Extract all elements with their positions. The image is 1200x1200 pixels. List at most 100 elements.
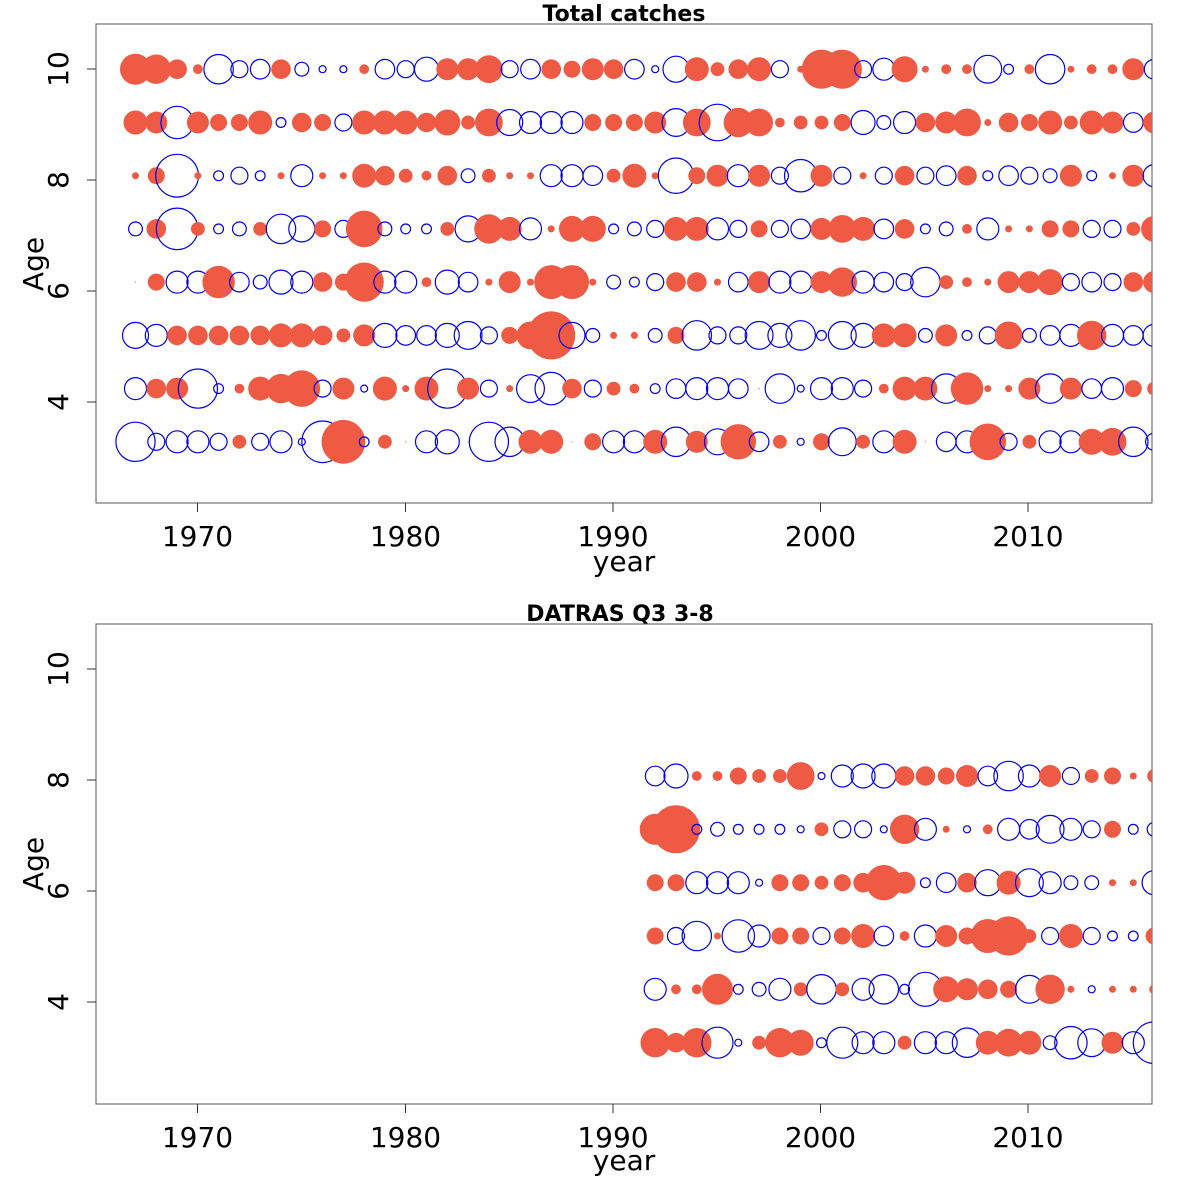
residual-bubble-age6-2013 <box>1081 271 1103 293</box>
residual-bubble-age7-1991 <box>626 221 642 237</box>
residual-bubble-age4-2005 <box>913 376 938 401</box>
residual-bubble-age7-2010 <box>1019 818 1040 840</box>
residual-bubble-age4-1996 <box>732 983 744 995</box>
residual-bubble-age4-1972 <box>234 383 245 394</box>
residual-bubble-age6-1999 <box>789 270 813 294</box>
residual-bubble-age9-2000 <box>814 115 829 130</box>
residual-bubble-age3-1970 <box>186 430 210 454</box>
residual-bubble-age7-2013 <box>1082 820 1101 839</box>
residual-bubble-age10-2009 <box>1003 63 1015 75</box>
residual-bubble-age3-2009 <box>994 1028 1023 1057</box>
residual-bubble-age5-2016 <box>1142 323 1152 347</box>
residual-bubble-age8-1976 <box>319 172 327 180</box>
residual-bubble-age6-1976 <box>312 272 333 292</box>
residual-bubble-age3-2013 <box>1077 1028 1107 1058</box>
residual-bubble-age8-1989 <box>582 165 604 187</box>
residual-bubble-age3-2000 <box>813 433 830 451</box>
residual-bubble-age3-2004 <box>892 429 917 454</box>
residual-bubble-age8-2014 <box>1109 172 1116 180</box>
residual-bubble-age8-1995 <box>712 771 723 781</box>
residual-bubble-age3-1996 <box>720 424 756 460</box>
residual-bubble-age7-1985 <box>497 216 522 241</box>
residual-bubble-age7-2015 <box>1126 222 1141 236</box>
residual-bubble-age6-1995 <box>714 278 721 286</box>
residual-bubble-age3-1998 <box>773 434 787 449</box>
residual-bubble-age3-2001 <box>827 427 857 457</box>
residual-bubble-age4-2015 <box>1124 380 1142 398</box>
residual-bubble-age6-2010 <box>1018 271 1041 294</box>
x-tick-label: 1990 <box>577 1121 648 1154</box>
x-tick-label: 1970 <box>162 1121 233 1154</box>
residual-bubble-age8-2008 <box>982 170 994 182</box>
residual-bubble-age7-1996 <box>729 219 748 238</box>
residual-bubble-age3-1993 <box>666 1032 686 1053</box>
residual-bubble-age8-2011 <box>1039 765 1062 787</box>
y-tick-label: 4 <box>42 393 75 411</box>
residual-bubble-age3-2008 <box>975 1030 1000 1055</box>
residual-bubble-age6-2004 <box>893 871 916 894</box>
residual-bubble-age8-1995 <box>706 164 729 187</box>
residual-bubble-age7-2008 <box>976 217 1000 241</box>
residual-bubble-age4-2008 <box>978 979 998 1000</box>
residual-bubble-age5-2015 <box>1127 930 1139 942</box>
residual-bubble-age6-1997 <box>754 878 764 887</box>
residual-bubble-age6-1986 <box>527 278 534 286</box>
plot-frame <box>95 623 1153 1105</box>
residual-bubble-age10-1984 <box>475 55 503 84</box>
residual-bubble-age5-1998 <box>771 927 789 945</box>
residual-bubble-age9-1981 <box>416 112 437 133</box>
residual-bubble-age5-2000 <box>815 329 827 341</box>
residual-bubble-age5-2005 <box>917 327 933 343</box>
residual-bubble-age9-1984 <box>475 108 503 137</box>
residual-bubble-age7-1999 <box>790 218 812 240</box>
residual-bubble-age6-2012 <box>1061 273 1081 292</box>
residual-bubble-age7-2016 <box>1146 822 1152 837</box>
residual-bubble-age8-2008 <box>977 765 999 787</box>
residual-bubble-age6-2005 <box>910 266 941 298</box>
residual-bubble-age7-1990 <box>608 223 620 235</box>
residual-bubble-age5-2004 <box>892 323 917 348</box>
x-tick-label: 1980 <box>370 520 441 553</box>
residual-bubble-age4-1975 <box>283 370 321 407</box>
residual-bubble-age6-2007 <box>962 277 972 287</box>
residual-bubble-age9-1968 <box>145 111 168 134</box>
residual-bubble-age7-2009 <box>1005 225 1013 233</box>
residual-bubble-age10-1973 <box>249 58 271 80</box>
residual-bubble-age3-1999 <box>796 437 805 446</box>
residual-bubble-age4-1985 <box>506 385 514 393</box>
residual-bubble-age8-2007 <box>956 765 978 787</box>
residual-bubble-age5-2006 <box>935 925 958 947</box>
residual-bubble-age3-1998 <box>765 1028 795 1058</box>
residual-bubble-age8-2006 <box>935 165 957 187</box>
residual-bubble-age6-1983 <box>457 271 479 293</box>
residual-bubble-age10-1981 <box>413 56 440 82</box>
residual-bubble-age5-1972 <box>229 325 250 346</box>
residual-bubble-age8-2010 <box>1020 166 1039 185</box>
residual-bubble-age3-2001 <box>826 1026 859 1059</box>
residual-bubble-age3-1988 <box>571 441 573 443</box>
residual-bubble-age7-1995 <box>705 217 730 241</box>
residual-bubble-age6-2013 <box>1084 875 1100 891</box>
residual-bubble-age5-2013 <box>1082 926 1101 946</box>
residual-bubble-age4-1992 <box>643 977 667 1001</box>
residual-bubble-age3-1992 <box>640 1028 670 1058</box>
residual-bubble-age9-1970 <box>186 111 209 134</box>
residual-bubble-age7-2014 <box>1104 820 1121 838</box>
residual-bubble-age6-2005 <box>919 877 931 889</box>
residual-bubble-age10-1994 <box>684 57 709 82</box>
residual-bubble-age10-1983 <box>457 58 480 81</box>
y-tick-label: 6 <box>42 282 75 300</box>
residual-bubble-age6-1978 <box>344 262 384 302</box>
residual-bubble-age8-1970 <box>194 172 202 180</box>
residual-bubble-age8-1987 <box>539 164 563 188</box>
residual-bubble-age5-2007 <box>961 329 973 341</box>
residual-bubble-age7-2012 <box>1062 220 1080 238</box>
residual-bubble-age10-2014 <box>1107 64 1118 75</box>
residual-bubble-age4-1999 <box>793 982 808 997</box>
residual-bubble-age7-2013 <box>1082 219 1101 238</box>
residual-bubble-age6-1974 <box>268 269 294 295</box>
residual-bubble-age8-1975 <box>290 164 314 188</box>
residual-bubble-age5-1975 <box>289 323 314 348</box>
residual-bubble-age3-1978 <box>358 436 370 448</box>
residual-bubble-age7-1999 <box>796 825 805 834</box>
